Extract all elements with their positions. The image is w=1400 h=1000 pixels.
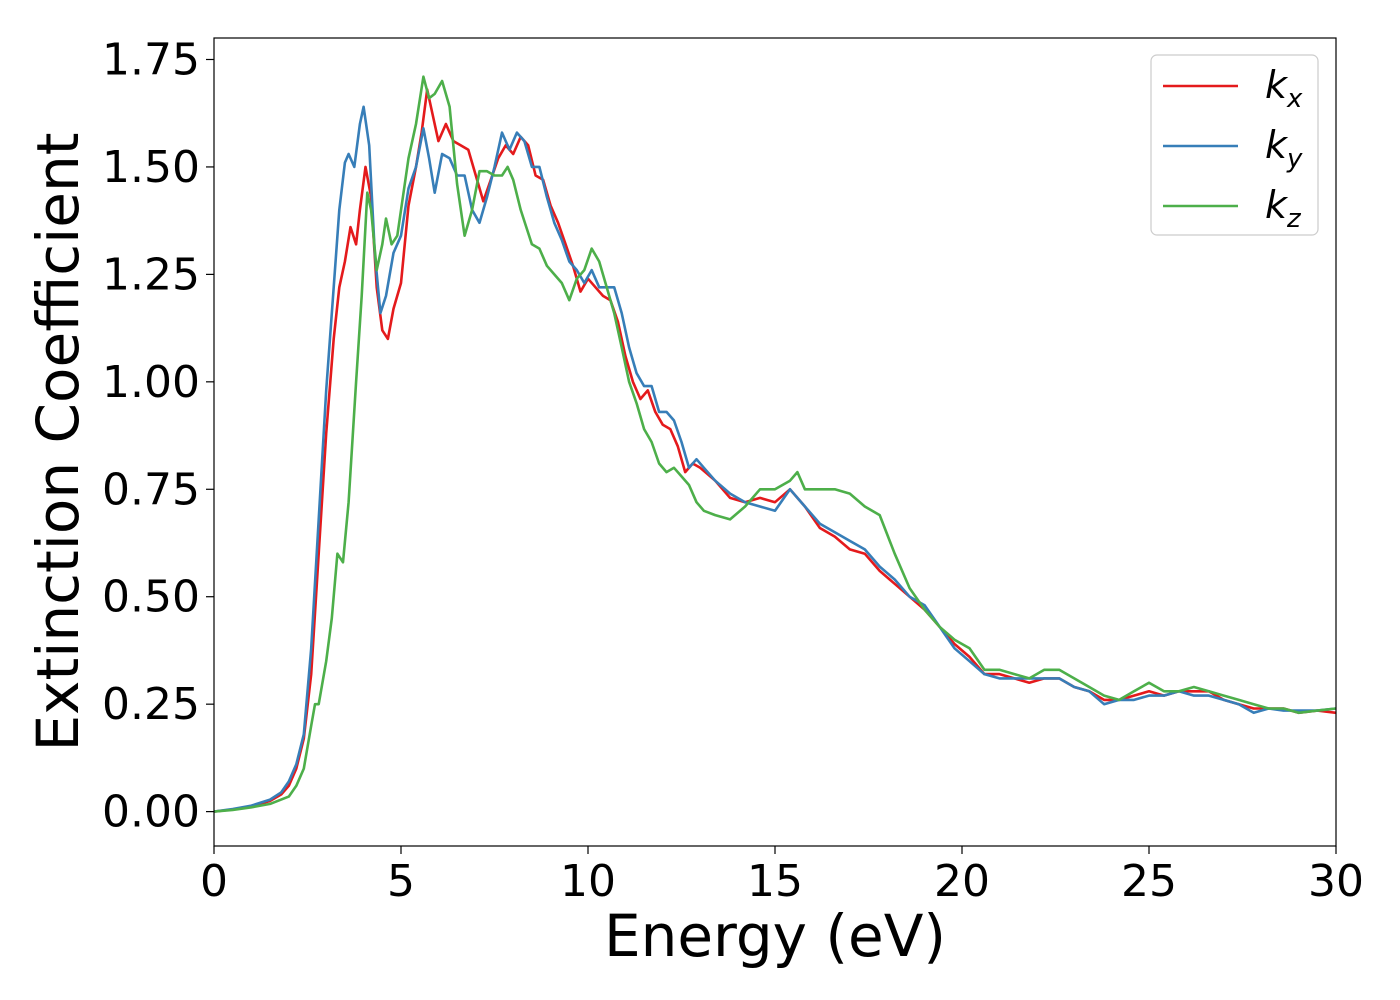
x-tick-label: 10 — [560, 856, 616, 907]
legend: kx ky kz — [1150, 54, 1319, 236]
y-tick-label: 0.50 — [102, 572, 200, 623]
x-tick-label: 25 — [1121, 856, 1177, 907]
y-tick-label: 1.00 — [102, 357, 200, 408]
y-tick-label: 1.50 — [102, 142, 200, 193]
x-axis: 0 5 10 15 20 25 30 — [200, 846, 1364, 907]
x-tick-label: 20 — [934, 856, 990, 907]
series-line-ky — [214, 105, 1336, 813]
x-tick-label: 0 — [200, 856, 228, 907]
legend-label-ky: ky — [1265, 123, 1303, 174]
y-axis: 0.00 0.25 0.50 0.75 1.00 1.25 1.50 1.75 — [102, 34, 214, 838]
y-tick-label: 1.25 — [102, 249, 200, 300]
x-tick-label: 30 — [1308, 856, 1364, 907]
y-tick-label: 0.75 — [102, 464, 200, 515]
x-tick-label: 5 — [387, 856, 415, 907]
series-line-kz — [214, 75, 1336, 813]
series-layer — [214, 75, 1336, 813]
x-axis-title: Energy (eV) — [604, 902, 946, 970]
legend-label-kx: kx — [1265, 63, 1303, 114]
y-tick-label: 1.75 — [102, 34, 200, 85]
legend-label-kz: kz — [1265, 183, 1302, 234]
x-tick-label: 15 — [747, 856, 803, 907]
y-tick-label: 0.25 — [102, 679, 200, 730]
y-axis-title: Extinction Coefficient — [24, 133, 92, 752]
y-tick-label: 0.00 — [102, 787, 200, 838]
